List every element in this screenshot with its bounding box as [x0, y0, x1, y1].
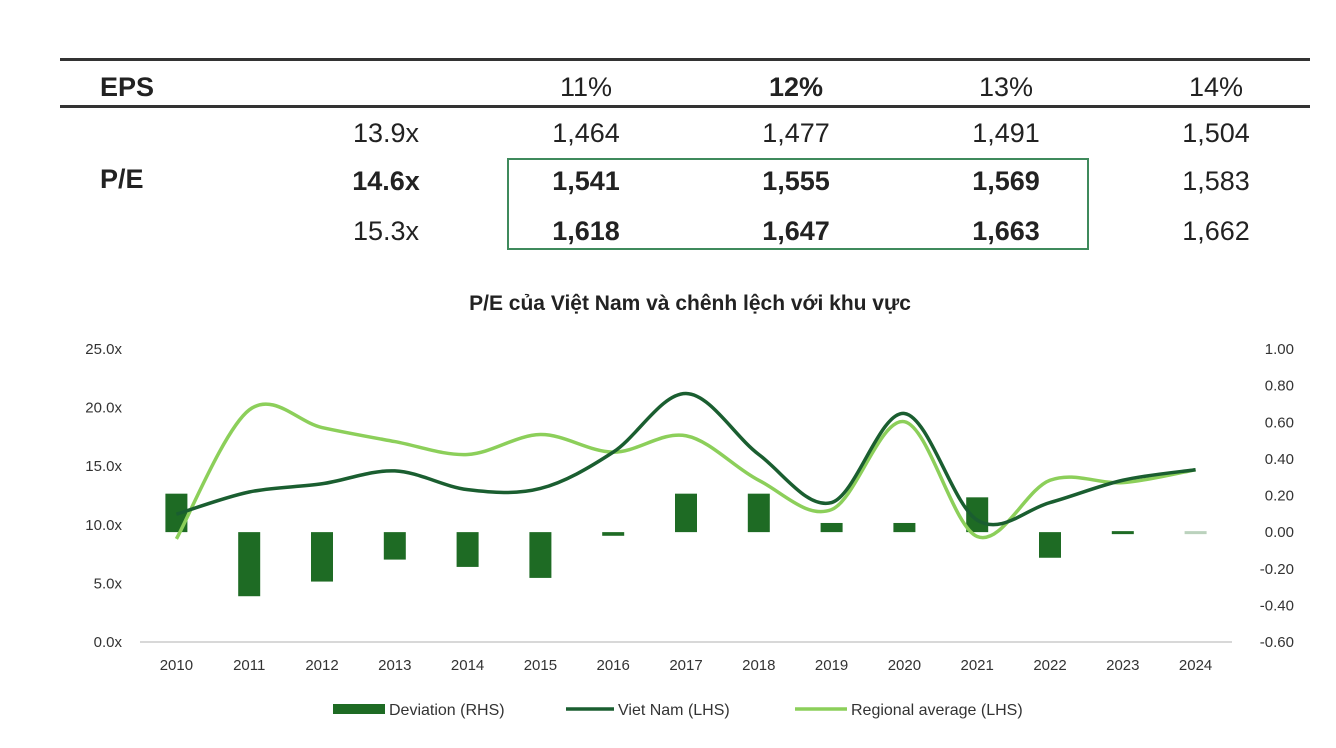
table-cell: 1,541 — [552, 166, 620, 196]
left-tick-label: 15.0x — [85, 458, 122, 475]
x-tick-label: 2014 — [451, 657, 484, 674]
x-tick-label: 2024 — [1179, 657, 1212, 674]
x-tick-label: 2013 — [378, 657, 411, 674]
table-cell: 1,647 — [762, 216, 830, 246]
x-tick-label: 2020 — [888, 657, 921, 674]
chart-title: P/E của Việt Nam và chênh lệch với khu v… — [469, 292, 911, 315]
left-tick-label: 5.0x — [94, 575, 123, 592]
legend-deviation-label: Deviation (RHS) — [389, 702, 505, 719]
col-header: 11% — [559, 72, 613, 102]
left-tick-label: 25.0x — [85, 341, 122, 358]
legend-viet-nam-label: Viet Nam (LHS) — [618, 702, 730, 719]
x-tick-label: 2022 — [1033, 657, 1066, 674]
table-cell: 1,477 — [762, 118, 830, 148]
pe-value: 15.3x — [352, 216, 420, 246]
right-tick-label: 1.00 — [1265, 341, 1294, 358]
table-cell: 1,569 — [972, 166, 1040, 196]
legend-regional-label: Regional average (LHS) — [851, 702, 1023, 719]
deviation-bar — [311, 532, 333, 582]
deviation-bar — [238, 532, 261, 597]
deviation-bar — [1039, 532, 1061, 558]
table-cell: 1,618 — [552, 216, 620, 246]
pe-value: 13.9x — [352, 118, 420, 148]
x-tick-label: 2021 — [961, 657, 994, 674]
deviation-bar — [820, 522, 843, 533]
x-tick-label: 2012 — [305, 657, 338, 674]
deviation-bar — [383, 532, 406, 560]
deviation-bar — [456, 532, 479, 567]
x-tick-label: 2016 — [597, 657, 630, 674]
table-top-rule — [60, 58, 1310, 61]
x-tick-label: 2010 — [160, 657, 193, 674]
x-tick-label: 2011 — [233, 657, 265, 674]
right-tick-label: 0.40 — [1265, 451, 1294, 468]
right-tick-label: 0.60 — [1265, 414, 1294, 431]
right-tick-label: 0.20 — [1265, 488, 1294, 505]
pe-label: P/E — [100, 164, 144, 194]
table-cell: 1,504 — [1182, 118, 1250, 148]
right-tick-label: -0.60 — [1260, 634, 1294, 651]
table-cell: 1,491 — [972, 118, 1040, 148]
table-cell: 1,663 — [972, 216, 1040, 246]
eps-label: EPS — [100, 72, 155, 102]
pe-value: 14.6x — [352, 166, 420, 196]
x-tick-label: 2023 — [1106, 657, 1139, 674]
legend-deviation-swatch — [333, 704, 385, 714]
left-tick-label: 0.0x — [94, 634, 123, 651]
deviation-bar — [529, 532, 552, 578]
deviation-bar — [747, 493, 770, 533]
x-tick-label: 2017 — [669, 657, 702, 674]
left-tick-label: 10.0x — [85, 517, 122, 534]
deviation-bar — [1111, 531, 1134, 535]
viet-nam-line — [175, 391, 1196, 527]
x-tick-label: 2015 — [524, 657, 557, 674]
deviation-bar — [675, 493, 697, 533]
right-tick-label: 0.00 — [1265, 524, 1294, 541]
x-tick-label: 2019 — [815, 657, 848, 674]
right-tick-label: -0.40 — [1260, 597, 1294, 614]
right-tick-label: 0.80 — [1265, 378, 1294, 395]
right-tick-label: -0.20 — [1260, 561, 1294, 578]
highlight-box — [507, 158, 1089, 250]
table-cell: 1,583 — [1182, 166, 1250, 196]
table-cell: 1,662 — [1182, 216, 1250, 246]
deviation-bar — [602, 532, 625, 536]
x-tick-label: 2018 — [742, 657, 775, 674]
table-cell: 1,555 — [762, 166, 830, 196]
table-header-rule — [60, 105, 1310, 108]
regional-average-line — [174, 402, 1196, 540]
deviation-bar — [893, 522, 916, 533]
col-header: 14% — [1188, 72, 1244, 102]
col-header: 13% — [978, 72, 1034, 102]
deviation-bar — [1184, 531, 1207, 535]
table-cell: 1,464 — [552, 118, 620, 148]
col-header: 12% — [768, 72, 824, 102]
left-tick-label: 20.0x — [85, 400, 122, 417]
